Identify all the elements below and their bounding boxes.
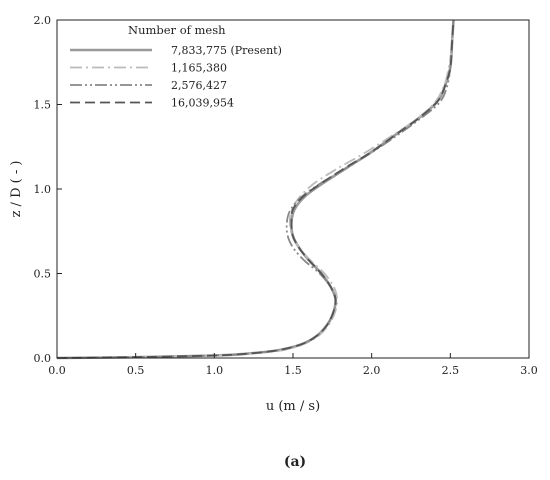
series-line-2 [56,19,455,359]
series-line-1 [56,19,455,360]
x-tick-label: 2.0 [363,364,381,377]
series-line-3 [56,19,455,359]
y-tick-label: 1.5 [34,99,52,112]
y-tick-label: 0.0 [34,352,52,365]
y-tick-label: 2.0 [34,14,52,27]
legend-label-4: 16,039,954 [171,97,234,110]
x-axis-label: u (m / s) [266,399,320,414]
legend-title: Number of mesh [128,23,226,37]
y-tick-label: 0.5 [34,268,52,281]
series-line-4 [56,19,455,359]
x-tick-label: 1.5 [284,364,302,377]
legend-label-2: 1,165,380 [171,62,227,75]
x-tick-label: 3.0 [520,364,538,377]
legend-label-1: 7,833,775 (Present) [171,44,282,57]
x-tick-label: 0.0 [48,364,66,377]
tick-layer: 0.0 0.5 1.0 1.5 2.0 2.5 3.0 0.0 0.5 1.0 1.5 2.0 [34,14,538,377]
x-tick-label: 2.5 [442,364,460,377]
y-tick-label: 1.0 [34,183,52,196]
plot-frame [56,19,530,359]
figure-caption: (a) [284,454,306,470]
legend: Number of mesh 7,833,775 (Present) 1,165,3… [70,23,282,110]
x-tick-label: 0.5 [127,364,145,377]
series-layer [56,19,455,360]
legend-label-3: 2,576,427 [171,79,227,92]
x-tick-label: 1.0 [206,364,224,377]
y-axis-label: z / D ( - ) [9,161,24,218]
